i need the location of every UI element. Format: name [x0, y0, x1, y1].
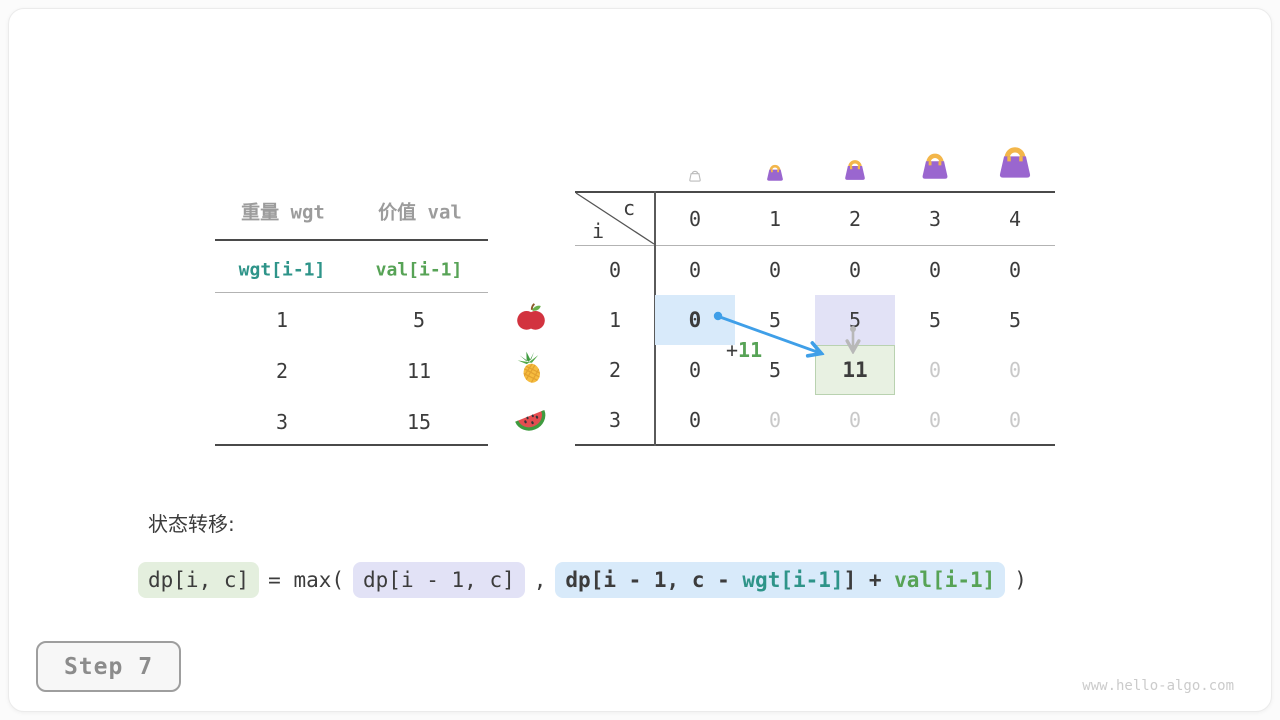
- apple-icon: [514, 300, 548, 338]
- dp-corner-row-var: i: [591, 219, 605, 243]
- dp-top-rule: [575, 191, 1055, 193]
- items-table-mid-rule: [215, 292, 488, 293]
- dp-cell-3-2: 0: [848, 408, 862, 432]
- pineapple-icon: [514, 351, 548, 389]
- dp-cell-3-1: 0: [768, 408, 782, 432]
- dp-cell-2-0: 0: [688, 358, 702, 382]
- dp-cell-0-4: 0: [1008, 258, 1022, 282]
- items-header-weight: 重量 wgt: [241, 201, 325, 224]
- transition-formula: dp[i, c] = max( dp[i - 1, c] , dp[i - 1,…: [138, 557, 1027, 603]
- transition-annotation: +11: [726, 338, 762, 362]
- formula-arg2: dp[i - 1, c - wgt[i-1]] + val[i-1]: [555, 562, 1006, 598]
- dp-corner-diagonal: [575, 192, 655, 245]
- dp-cell-0-0: 0: [688, 258, 702, 282]
- step-badge-label: Step 7: [63, 653, 154, 680]
- dp-row-header-3: 3: [608, 408, 622, 432]
- items-subheader-val: val[i-1]: [375, 259, 463, 281]
- items-cell-val-0: 5: [412, 308, 426, 332]
- dp-cell-1-3: 5: [928, 308, 942, 332]
- handbag-icon: [992, 138, 1038, 188]
- items-table-top-rule: [215, 239, 488, 241]
- dp-cell-2-4: 0: [1008, 358, 1022, 382]
- dp-row-header-1: 1: [608, 308, 622, 332]
- watermark: www.hello-algo.com: [1082, 678, 1234, 694]
- annotation-value: 11: [738, 338, 763, 362]
- dp-cell-0-1: 0: [768, 258, 782, 282]
- formula-eq-max: = max(: [268, 568, 345, 592]
- dp-col-header-3: 3: [928, 207, 942, 231]
- dp-col-header-0: 0: [688, 207, 702, 231]
- formula-arg2-part: wgt[i-1]: [742, 568, 844, 592]
- dp-row-header-2: 2: [608, 358, 622, 382]
- handbag-icon: [763, 160, 787, 188]
- items-cell-wgt-2: 3: [275, 410, 289, 434]
- handbag-icon: [840, 154, 870, 188]
- items-cell-val-1: 11: [406, 359, 432, 383]
- dp-cell-2-3: 0: [928, 358, 942, 382]
- items-cell-wgt-0: 1: [275, 308, 289, 332]
- dp-row-header-0: 0: [608, 258, 622, 282]
- dp-bottom-rule: [575, 444, 1055, 446]
- dp-cell-1-2: 5: [815, 295, 895, 345]
- formula-arg2-part: val[i-1]: [894, 568, 996, 592]
- items-table-bottom-rule: [215, 444, 488, 446]
- items-header-value: 价值 val: [378, 201, 462, 224]
- dp-col-header-2: 2: [848, 207, 862, 231]
- items-subheader-wgt: wgt[i-1]: [238, 259, 326, 281]
- annotation-plus: +: [726, 338, 739, 362]
- formula-arg2-part: dp[i - 1, c -: [565, 568, 743, 592]
- handbag-icon: [916, 146, 954, 188]
- dp-cell-3-3: 0: [928, 408, 942, 432]
- formula-arg1: dp[i - 1, c]: [353, 562, 525, 598]
- dp-cell-3-0: 0: [688, 408, 702, 432]
- formula-arg2-part: ] +: [843, 568, 895, 592]
- dp-corner-col-var: c: [622, 196, 636, 220]
- items-cell-wgt-1: 2: [275, 359, 289, 383]
- step-badge: Step 7: [36, 641, 181, 692]
- dp-cell-0-3: 0: [928, 258, 942, 282]
- items-cell-val-2: 15: [406, 410, 432, 434]
- transition-label: 状态转移:: [148, 512, 235, 536]
- dp-cell-2-2: 11: [815, 345, 895, 395]
- figure-card: [8, 8, 1272, 712]
- empty-bag-icon: [686, 166, 704, 188]
- dp-col-header-4: 4: [1008, 207, 1022, 231]
- dp-cell-1-4: 5: [1008, 308, 1022, 332]
- watermelon-icon: [513, 401, 549, 441]
- formula-comma: ,: [533, 568, 547, 592]
- dp-col-header-1: 1: [768, 207, 782, 231]
- dp-cell-0-2: 0: [848, 258, 862, 282]
- dp-header-rule: [575, 245, 1055, 246]
- dp-cell-1-0: 0: [655, 295, 735, 345]
- formula-close: ): [1014, 568, 1027, 592]
- dp-cell-3-4: 0: [1008, 408, 1022, 432]
- dp-cell-2-1: 5: [768, 358, 782, 382]
- formula-lhs: dp[i, c]: [138, 562, 260, 598]
